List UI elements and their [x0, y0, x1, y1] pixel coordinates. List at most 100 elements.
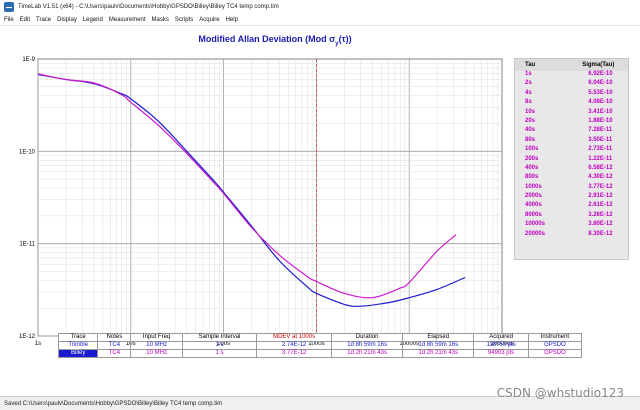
- sigma-value: 6.04E-10: [588, 80, 613, 87]
- sigma-value: 2.91E-12: [588, 193, 613, 200]
- tau-table-body: 1s 6.92E-10 2s 6.04E-10 4s 5.53E-10 8s 4.08E-10…: [515, 71, 628, 240]
- th-acquired: Acquired: [473, 333, 529, 342]
- plot-title-main: Modified Allan Deviation (Mod σ: [198, 34, 336, 44]
- sigma-value: 1.22E-11: [588, 155, 613, 162]
- cell-duration[interactable]: 1d 2h 21m 43s: [331, 349, 404, 358]
- plot-frame: [37, 58, 503, 337]
- tau-row: 20000s 8.30E-12: [515, 231, 628, 240]
- th-instrument: Instrument: [527, 333, 583, 342]
- menu-file[interactable]: File: [4, 16, 14, 23]
- menu-edit[interactable]: Edit: [19, 16, 31, 23]
- cell-acquired[interactable]: 94903 pts: [473, 349, 529, 358]
- tau-row: 1s 6.92E-10: [515, 71, 628, 80]
- cell-trace[interactable]: Billey: [57, 349, 99, 358]
- tau-value: 2000s: [525, 193, 542, 200]
- x-tick-label: 1s: [35, 341, 41, 347]
- th-trace: Trace: [57, 333, 99, 342]
- sigma-value: 7.28E-11: [588, 127, 613, 134]
- sigma-value: 3.50E-11: [588, 136, 613, 143]
- cell-instrument[interactable]: GPSDO: [527, 341, 583, 350]
- series-line-trimble: [37, 73, 466, 307]
- tau-row: 10000s 3.80E-12: [515, 221, 628, 230]
- y-tick-label: 1E-10: [19, 149, 36, 155]
- th-elapsed: Elapsed: [402, 333, 475, 342]
- plot-title-tail: (τ)): [338, 34, 352, 44]
- menu-trace[interactable]: Trace: [36, 16, 52, 23]
- menu-help[interactable]: Help: [225, 16, 238, 23]
- cell-mdev[interactable]: 3.77E-12: [256, 349, 333, 358]
- cell-mdev[interactable]: 2.74E-12: [256, 341, 333, 350]
- tau-column-header: Tau: [525, 62, 536, 68]
- tau-value: 2s: [525, 80, 532, 87]
- th-input-freq: Input Freq: [130, 333, 183, 342]
- th-sample-interval: Sample Interval: [181, 333, 258, 342]
- plot-title-sub: y: [335, 40, 339, 47]
- tau-row: 4000s 2.61E-12: [515, 202, 628, 211]
- cell-notes[interactable]: TC4: [97, 349, 132, 358]
- tau-row: 400s 6.58E-12: [515, 165, 628, 174]
- tau-value: 10s: [525, 108, 536, 115]
- sigma-value: 2.73E-11: [588, 146, 613, 153]
- tau-value: 1s: [525, 71, 532, 77]
- tau-row: 40s 7.28E-11: [515, 127, 628, 136]
- tau-value: 400s: [525, 164, 539, 171]
- sigma-value: 3.26E-12: [588, 211, 613, 218]
- tau-value: 8000s: [525, 211, 542, 218]
- trace-row-billey[interactable]: Billey TC4 10 MHz 1 s 3.77E-12 1d 2h 21m…: [57, 349, 583, 358]
- tau-value: 200s: [525, 155, 539, 162]
- menu-scripts[interactable]: Scripts: [174, 16, 194, 23]
- cell-elapsed[interactable]: 1d 2h 21m 43s: [402, 349, 475, 358]
- cell-trace[interactable]: Trimble: [57, 341, 99, 350]
- tau-row: 1000s 3.77E-12: [515, 184, 628, 193]
- tau-row: 8000s 3.26E-12: [515, 212, 628, 221]
- tau-value: 8s: [525, 99, 532, 106]
- cell-input-freq[interactable]: 10 MHz: [130, 341, 183, 350]
- sigma-value: 4.30E-12: [588, 174, 613, 181]
- tau-row: 100s 2.73E-11: [515, 146, 628, 155]
- sigma-value: 6.92E-10: [588, 71, 613, 77]
- trace-table-header: Trace Notes Input Freq Sample Interval M…: [57, 333, 583, 342]
- sigma-value: 2.61E-12: [588, 202, 613, 209]
- timelab-app-icon: [4, 2, 14, 12]
- window-titlebar: TimeLab V1.51 (x64) - C:\Users\paulv\Doc…: [0, 0, 640, 14]
- sigma-value: 3.77E-12: [588, 183, 613, 190]
- tau-value: 20000s: [525, 230, 546, 237]
- menu-display[interactable]: Display: [57, 16, 77, 23]
- th-mdev: MDEV at 1000s: [256, 333, 333, 342]
- sigma-column-header: Sigma(Tau): [582, 62, 615, 68]
- cell-notes[interactable]: TC4: [97, 341, 132, 350]
- mdev-chart[interactable]: 1s 10s 100s 1000s 10000s 100000s1E-91E-101E-1…: [0, 26, 640, 396]
- sigma-value: 3.41E-10: [588, 108, 613, 115]
- tau-value: 800s: [525, 174, 539, 181]
- status-bar: Saved C:\Users\paulv\Documents\Hobby\GPS…: [0, 396, 640, 410]
- sigma-value: 3.80E-12: [588, 221, 613, 228]
- cell-elapsed[interactable]: 1d 8h 59m 16s: [402, 341, 475, 350]
- tau-row: 800s 4.30E-12: [515, 174, 628, 183]
- menu-legend[interactable]: Legend: [82, 16, 103, 23]
- tau-value: 40s: [525, 127, 536, 134]
- tau-row: 20s 1.88E-10: [515, 118, 628, 127]
- trace-table: Trace Notes Input Freq Sample Interval M…: [57, 333, 583, 358]
- menu-acquire[interactable]: Acquire: [199, 16, 220, 23]
- cell-sample-interval[interactable]: 1 s: [181, 341, 258, 350]
- y-tick-label: 1E-9: [22, 57, 35, 63]
- sigma-value: 6.58E-12: [588, 164, 613, 171]
- tau-value: 4s: [525, 89, 532, 96]
- cell-duration[interactable]: 1d 8h 59m 16s: [331, 341, 404, 350]
- tau-row: 200s 1.22E-11: [515, 156, 628, 165]
- trace-row-trimble[interactable]: Trimble TC4 10 MHz 1 s 2.74E-12 1d 8h 59…: [57, 341, 583, 350]
- cell-instrument[interactable]: GPSDO: [527, 349, 583, 358]
- tau-value: 1000s: [525, 183, 542, 190]
- tau-row: 8s 4.08E-10: [515, 99, 628, 108]
- cell-acquired[interactable]: 118750 pts: [473, 341, 529, 350]
- menu-measurement[interactable]: Measurement: [108, 16, 146, 23]
- tau-table-header: Tau Sigma(Tau): [515, 59, 628, 71]
- cell-sample-interval[interactable]: 1 s: [181, 349, 258, 358]
- plot-title: Modified Allan Deviation (Mod σy(τ)): [150, 34, 400, 47]
- cell-input-freq[interactable]: 10 MHz: [130, 349, 183, 358]
- tau-value: 20s: [525, 117, 536, 124]
- tau-row: 2s 6.04E-10: [515, 80, 628, 89]
- menu-masks[interactable]: Masks: [151, 16, 169, 23]
- tau-row: 4s 5.53E-10: [515, 90, 628, 99]
- status-text: Saved C:\Users\paulv\Documents\Hobby\GPS…: [4, 400, 223, 407]
